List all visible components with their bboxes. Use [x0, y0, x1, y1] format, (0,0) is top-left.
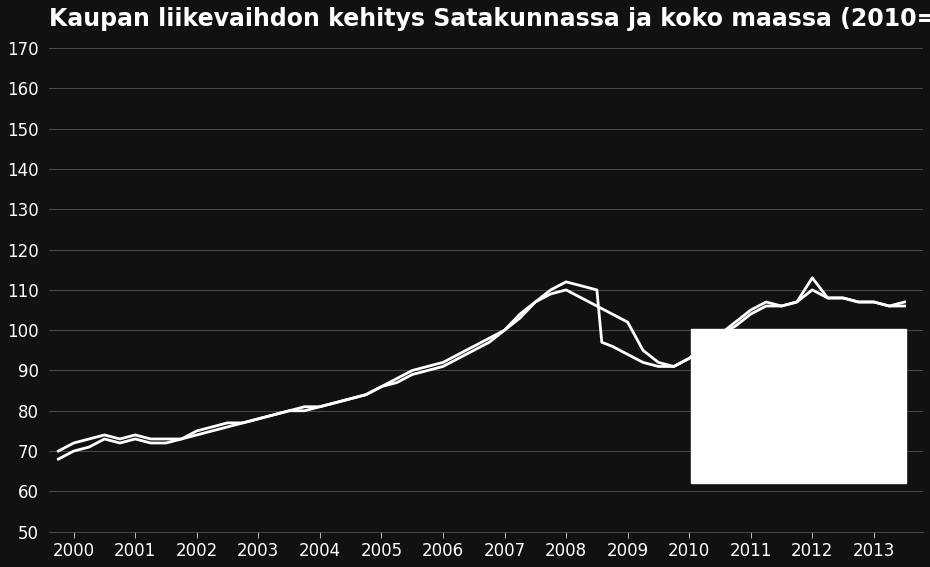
FancyBboxPatch shape [692, 329, 906, 483]
Text: Kaupan liikevaihdon kehitys Satakunnassa ja koko maassa (2010=100): Kaupan liikevaihdon kehitys Satakunnassa… [49, 7, 930, 31]
